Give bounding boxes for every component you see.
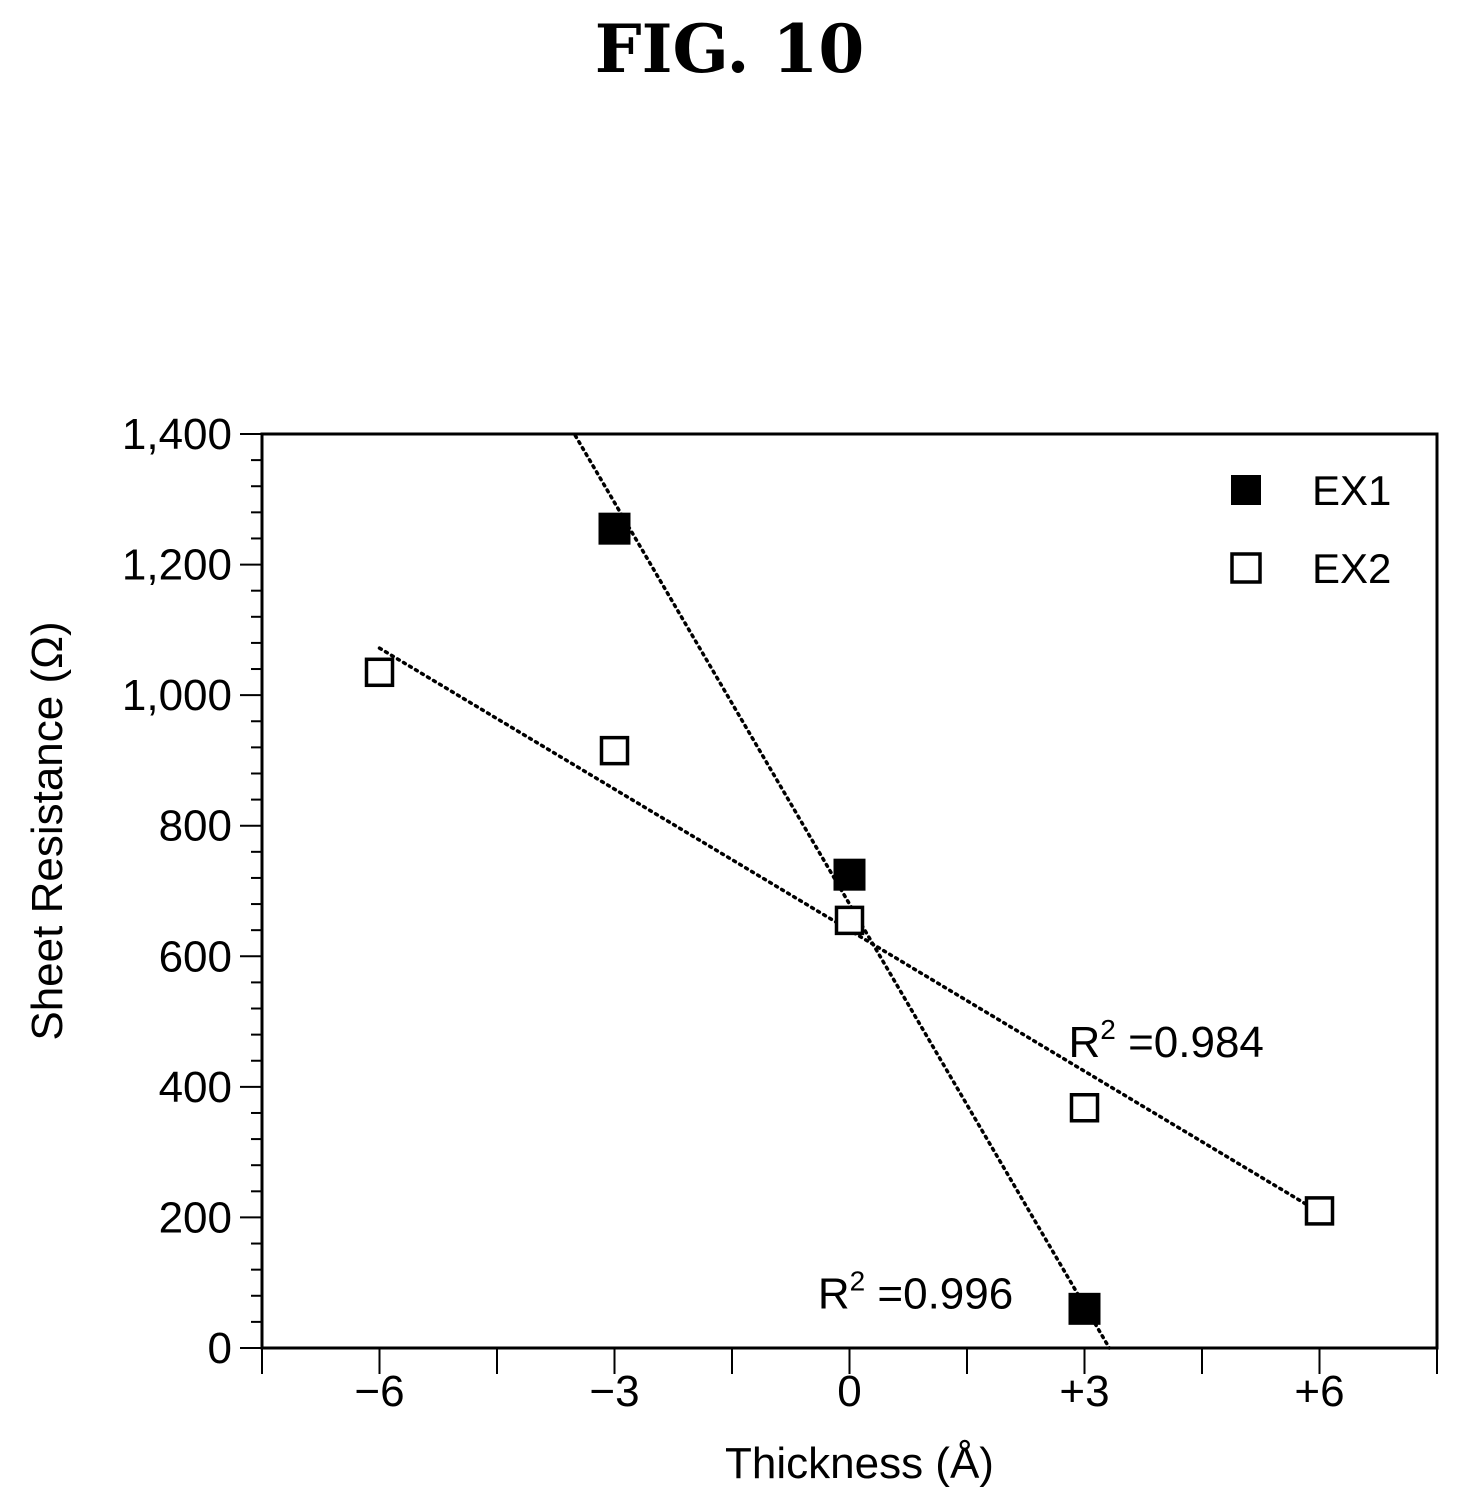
point-ex2 xyxy=(599,735,630,766)
y-tick-label: 1,000 xyxy=(122,671,232,720)
x-axis-title: Thickness (Å) xyxy=(725,1439,994,1488)
point-ex2 xyxy=(364,657,395,688)
figure-title: FIG. 10 xyxy=(594,10,865,88)
point-ex2 xyxy=(1069,1092,1100,1123)
legend-marker-ex1 xyxy=(1231,475,1261,505)
legend: EX1 EX2 xyxy=(1230,467,1391,592)
x-tick-label: +6 xyxy=(1294,1367,1344,1416)
y-tick-label: 600 xyxy=(159,932,232,981)
r-squared-label-ex1: R2 =0.996 xyxy=(818,1266,1013,1319)
tick-labels: 0 200 400 600 800 1,000 1,200 1,400 −6 −3 0 +3 +6 xyxy=(122,410,1345,1416)
point-ex1 xyxy=(833,858,866,891)
r-squared-label-ex2: R2 =0.984 xyxy=(1069,1014,1264,1067)
y-tick-label: 1,200 xyxy=(122,541,232,590)
x-tick-label: 0 xyxy=(837,1367,861,1416)
point-ex2 xyxy=(1304,1196,1335,1226)
plot-frame xyxy=(260,432,1439,1350)
y-tick-label: 0 xyxy=(208,1324,232,1373)
trendline-ex1 xyxy=(573,433,1112,1350)
legend-label-ex1: EX1 xyxy=(1312,467,1391,514)
y-tick-label: 200 xyxy=(159,1193,232,1242)
x-tick-label: −6 xyxy=(354,1367,404,1416)
axis-ticks xyxy=(240,433,1438,1374)
x-tick-label: +3 xyxy=(1059,1367,1109,1416)
point-ex1 xyxy=(598,512,631,545)
trendlines xyxy=(377,433,1330,1350)
y-tick-label: 800 xyxy=(159,802,232,851)
point-ex1 xyxy=(1068,1292,1101,1325)
legend-label-ex2: EX2 xyxy=(1312,545,1391,592)
point-ex2 xyxy=(834,905,865,936)
y-tick-label: 400 xyxy=(159,1063,232,1112)
x-tick-label: −3 xyxy=(589,1367,639,1416)
annotations: R2 =0.996 R2 =0.984 xyxy=(818,1014,1264,1318)
data-points xyxy=(364,512,1335,1325)
legend-marker-ex2 xyxy=(1230,552,1262,584)
y-axis-title: Sheet Resistance (Ω) xyxy=(23,621,72,1040)
y-tick-label: 1,400 xyxy=(122,410,232,459)
